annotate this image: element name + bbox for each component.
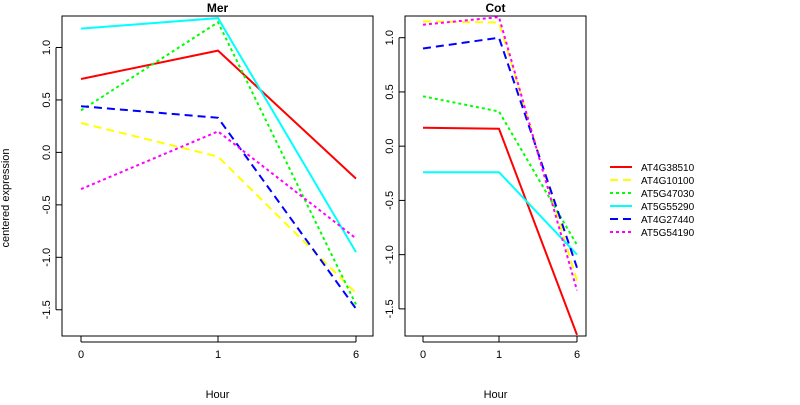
y-tick-label: -1.5 (41, 300, 53, 319)
y-tick-label: 0.5 (41, 92, 53, 107)
y-tick-label: 0.0 (41, 145, 53, 160)
x-axis-label: Hour (206, 389, 230, 400)
series-line-at4g27440 (422, 36, 578, 269)
x-tick-label: 6 (353, 349, 359, 361)
series-line-at4g27440 (80, 105, 357, 310)
y-tick-label: -1.0 (384, 245, 396, 264)
series-line-at5g55290 (80, 17, 357, 253)
panel-mer: Mer 0 1 6 Hour 1.0 0.5 0.0 -0.5 -1.0 -1.5 (41, 1, 374, 401)
series-line-at4g10100 (80, 122, 357, 294)
panel-title: Cot (486, 1, 506, 15)
legend-label: AT5G54190 (641, 228, 695, 239)
x-tick-label: 0 (78, 349, 84, 361)
x-axis-label: Hour (484, 389, 508, 400)
panel-title: Mer (207, 1, 229, 15)
legend-label: AT5G47030 (641, 189, 695, 200)
legend-label: AT4G10100 (641, 176, 695, 187)
series-line-at5g47030 (422, 95, 578, 246)
y-tick-label: 0.0 (384, 139, 396, 154)
y-tick-label: 1.0 (384, 30, 396, 45)
plot-frame (61, 15, 374, 337)
y-tick-label: -1.0 (41, 248, 53, 267)
y-tick-label: -0.5 (384, 191, 396, 210)
y-tick-label: 1.0 (41, 40, 53, 55)
series-line-at4g38510 (422, 126, 578, 336)
x-tick-label: 1 (496, 349, 502, 361)
panel-cot: Cot 0 1 6 Hour 1.0 0.5 0.0 -0.5 -1.0 -1.5 (384, 1, 587, 401)
series-line-at5g47030 (80, 20, 357, 305)
series-line-at4g10100 (422, 20, 578, 281)
series-line-at5g55290 (423, 171, 578, 256)
legend: AT4G38510 AT4G10100 AT5G47030 AT5G55290 AT4G… (610, 163, 695, 239)
y-axis-label: centered expression (0, 148, 12, 247)
y-tick-label: -0.5 (41, 195, 53, 214)
y-tick-label: -1.5 (384, 299, 396, 318)
x-tick-label: 1 (215, 349, 221, 361)
legend-label: AT5G55290 (641, 202, 695, 213)
legend-label: AT4G27440 (641, 215, 695, 226)
series-line-at4g38510 (80, 49, 357, 180)
series-line-at5g54190 (422, 16, 578, 291)
series-line-at5g54190 (80, 130, 357, 240)
y-tick-label: 0.5 (384, 84, 396, 99)
x-tick-label: 0 (420, 349, 426, 361)
x-tick-label: 6 (574, 349, 580, 361)
legend-label: AT4G38510 (641, 163, 695, 174)
plot-frame (404, 15, 587, 337)
